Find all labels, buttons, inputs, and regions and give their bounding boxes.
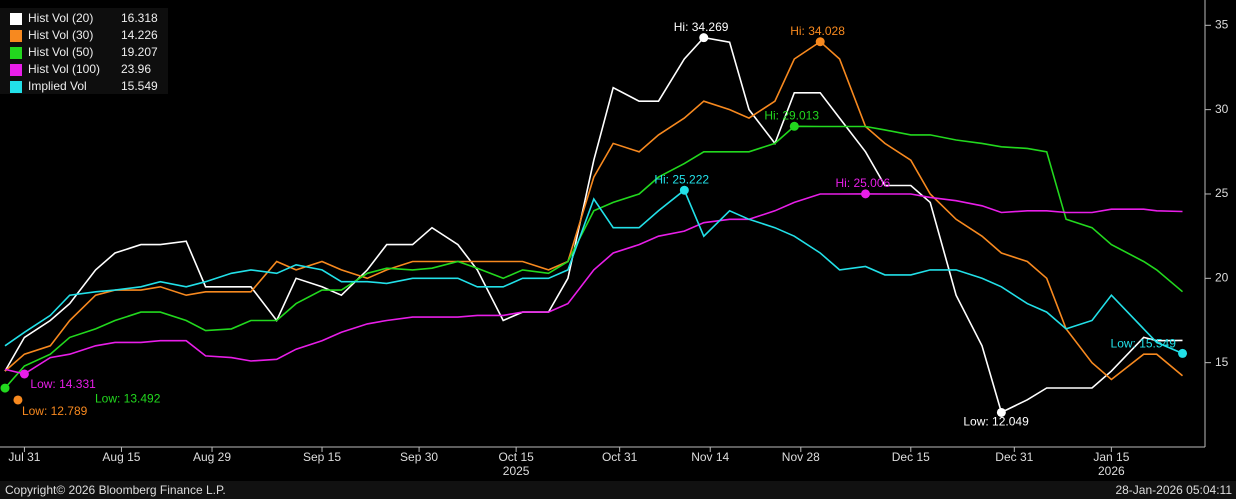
annotation-label: Hi: 34.028 [790, 24, 845, 38]
annotation-marker [699, 33, 709, 43]
annotation-label: Hi: 25.006 [836, 176, 891, 190]
footer-bar [0, 481, 1236, 499]
annotation-marker [0, 383, 10, 393]
annotation-label: Low: 14.331 [30, 377, 96, 391]
y-tick-label: 25 [1215, 186, 1229, 200]
annotation-label: Low: 12.049 [963, 415, 1029, 429]
x-tick-label: Aug 15 [102, 450, 140, 464]
x-tick-label: Dec 15 [892, 450, 930, 464]
x-tick-label: Jul 31 [8, 450, 40, 464]
legend-value: 23.96 [121, 62, 151, 76]
y-tick-label: 15 [1215, 355, 1229, 369]
series-line [4, 193, 1183, 375]
legend-swatch [10, 64, 22, 76]
y-tick-label: 20 [1215, 270, 1229, 284]
annotation-marker [13, 395, 23, 405]
annotation-label: Hi: 25.222 [654, 172, 709, 186]
x-tick-label: Nov 14 [691, 450, 729, 464]
x-tick-label: Oct 31 [602, 450, 638, 464]
annotation-marker [1178, 348, 1188, 358]
annotation-marker [19, 369, 29, 379]
legend-value: 16.318 [121, 11, 158, 25]
legend-box [0, 8, 168, 94]
series-line [4, 40, 1184, 381]
x-tick-label: Aug 29 [193, 450, 231, 464]
series-line [4, 125, 1184, 389]
legend-value: 14.226 [121, 28, 158, 42]
x-tick-label: Sep 30 [400, 450, 438, 464]
y-tick-label: 35 [1215, 17, 1229, 31]
x-tick-label: Oct 15 [498, 450, 534, 464]
annotation-marker [861, 189, 871, 199]
year-label: 2026 [1098, 464, 1125, 478]
legend-swatch [10, 81, 22, 93]
annotation-marker [679, 185, 689, 195]
year-label: 2025 [503, 464, 530, 478]
annotation-marker [996, 407, 1006, 417]
annotation-label: Low: 13.492 [95, 391, 161, 405]
legend-value: 19.207 [121, 45, 158, 59]
series-line [4, 188, 1183, 355]
legend-swatch [10, 30, 22, 42]
x-tick-label: Sep 15 [303, 450, 341, 464]
legend-label: Implied Vol [28, 79, 87, 93]
annotation-marker [815, 37, 825, 47]
annotation-label: Hi: 34.269 [674, 20, 729, 34]
legend-label: Hist Vol (100) [28, 62, 100, 76]
legend-swatch [10, 13, 22, 25]
x-tick-label: Dec 31 [995, 450, 1033, 464]
series-line [4, 36, 1183, 414]
legend-label: Hist Vol (50) [28, 45, 93, 59]
x-tick-label: Nov 28 [782, 450, 820, 464]
x-tick-label: Jan 15 [1093, 450, 1129, 464]
legend-label: Hist Vol (20) [28, 11, 93, 25]
annotation-marker [789, 121, 799, 131]
y-tick-label: 30 [1215, 102, 1229, 116]
footer-copyright: Copyright© 2026 Bloomberg Finance L.P. [5, 483, 226, 497]
legend-swatch [10, 47, 22, 59]
footer-timestamp: 28-Jan-2026 05:04:11 [1115, 483, 1232, 497]
legend-value: 15.549 [121, 79, 158, 93]
annotation-label: Low: 15.549 [1111, 337, 1177, 351]
annotation-label: Hi: 29.013 [764, 108, 819, 122]
annotation-label: Low: 12.789 [22, 404, 88, 418]
legend-label: Hist Vol (30) [28, 28, 93, 42]
